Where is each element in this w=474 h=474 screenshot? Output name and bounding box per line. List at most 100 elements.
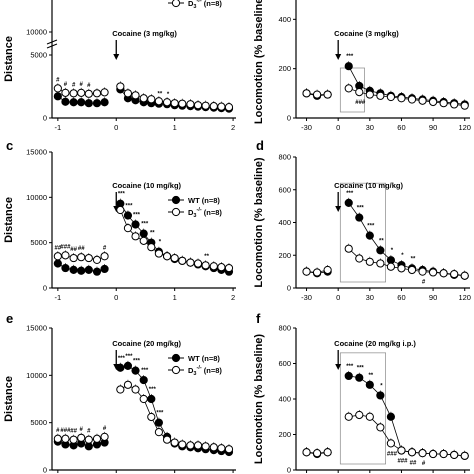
- data-point-d3: [376, 423, 385, 432]
- data-point-d3: [407, 265, 417, 275]
- significance-label: ##: [70, 247, 77, 253]
- data-point-d3: [116, 82, 125, 91]
- data-point-d3: [69, 435, 78, 444]
- data-point-wt: [147, 394, 156, 404]
- legend-marker: [171, 0, 181, 8]
- panel-a: 0 5000 10000 -1 0 1 2 Distance Cocaine (3 mg/kg)…: [3, 0, 236, 132]
- data-point-d3: [61, 434, 70, 443]
- data-point-wt: [139, 375, 148, 385]
- significance-label: #: [80, 82, 84, 88]
- y-tick-label: 200: [278, 430, 291, 439]
- data-point-wt: [376, 246, 385, 255]
- panel-letter: f: [256, 311, 261, 326]
- data-point-d3: [312, 449, 322, 458]
- significance-label: ***: [346, 54, 354, 60]
- data-point-wt: [100, 98, 109, 107]
- y-tick-label: 10000: [26, 28, 47, 37]
- data-point-wt: [365, 380, 374, 389]
- data-point-d3: [123, 89, 133, 98]
- data-point-d3: [131, 232, 140, 241]
- data-point-wt: [77, 98, 86, 107]
- data-point-wt: [355, 213, 364, 222]
- y-tick-label: 5000: [30, 238, 47, 247]
- data-point-d3: [418, 449, 427, 458]
- data-point-d3: [428, 268, 438, 277]
- significance-label: ###: [397, 458, 408, 464]
- data-point-d3: [344, 412, 353, 421]
- significance-label: #: [56, 428, 60, 434]
- arrow-head: [335, 54, 342, 60]
- data-point-wt: [344, 371, 353, 381]
- arrow-head: [335, 206, 342, 212]
- legend-marker: [171, 195, 181, 205]
- data-point-wt: [131, 366, 140, 375]
- data-point-d3: [69, 89, 78, 98]
- data-point-d3: [302, 267, 311, 276]
- data-point-d3: [209, 443, 218, 452]
- data-point-d3: [170, 99, 179, 108]
- significance-label: *: [401, 253, 404, 259]
- significance-label: **: [150, 231, 155, 237]
- legend-count: (n=8): [202, 366, 223, 375]
- significance-label: *: [159, 240, 162, 246]
- data-point-d3: [178, 256, 187, 265]
- data-point-d3: [154, 97, 163, 106]
- y-tick-label: 600: [278, 359, 291, 368]
- data-point-d3: [428, 97, 438, 107]
- data-point-d3: [323, 265, 332, 275]
- data-point-d3: [53, 252, 62, 261]
- highlight-box: [339, 67, 365, 113]
- significance-label: #: [103, 426, 107, 432]
- legend-marker: [171, 353, 181, 363]
- data-point-d3: [460, 101, 469, 110]
- y-tick-label: 200: [278, 64, 291, 73]
- treatment-annotation: Cocaine (20 mg/kg i.p.): [334, 339, 416, 348]
- treatment-annotation: Cocaine (20 mg/kg): [112, 339, 181, 348]
- data-point-wt: [53, 92, 62, 101]
- data-point-d3: [170, 253, 179, 263]
- x-tick-label: 120: [458, 123, 471, 132]
- data-point-wt: [92, 99, 102, 108]
- significance-label: ##: [70, 429, 77, 435]
- data-point-d3: [84, 435, 93, 444]
- significance-label: ***: [133, 359, 141, 365]
- data-point-d3: [217, 263, 226, 272]
- y-tick-label: 15000: [26, 324, 47, 333]
- significance-label: ##: [54, 245, 61, 251]
- legend-label: D3-/- (n=8): [188, 207, 222, 219]
- y-axis-label: Locomotion (% baseline): [253, 157, 265, 288]
- significance-label: ***: [156, 411, 164, 417]
- data-point-wt: [365, 231, 374, 240]
- data-point-d3: [302, 89, 311, 98]
- data-point-wt: [376, 391, 385, 400]
- y-tick-label: 10000: [26, 193, 47, 202]
- x-tick-label: 1: [173, 293, 177, 302]
- y-axis-label: Distance: [3, 36, 15, 82]
- x-tick-label: 120: [458, 293, 471, 302]
- x-tick-label: -30: [301, 123, 312, 132]
- significance-label: ***: [367, 224, 375, 230]
- data-point-d3: [355, 410, 364, 420]
- data-point-d3: [439, 449, 448, 459]
- data-point-d3: [186, 441, 195, 450]
- series-line-wt: [348, 202, 465, 277]
- data-point-wt: [84, 265, 93, 274]
- data-point-d3: [193, 441, 203, 450]
- y-tick-label: 400: [278, 15, 291, 24]
- significance-label: #: [87, 83, 91, 89]
- significance-label: ###: [355, 100, 366, 106]
- significance-label: **: [411, 256, 416, 262]
- data-point-d3: [147, 243, 156, 252]
- data-point-d3: [450, 100, 459, 109]
- data-point-d3: [162, 98, 172, 107]
- significance-label: ###: [387, 451, 398, 457]
- legend-label: WT (n=8): [188, 196, 220, 205]
- data-point-d3: [162, 252, 172, 261]
- data-point-d3: [217, 444, 226, 453]
- data-point-d3: [428, 449, 438, 459]
- treatment-annotation: Cocaine (3 mg/kg): [334, 29, 399, 38]
- x-tick-label: 0: [114, 293, 118, 302]
- y-tick-label: 0: [43, 114, 47, 123]
- x-tick-label: 1: [173, 123, 177, 132]
- legend-marker: [171, 207, 181, 217]
